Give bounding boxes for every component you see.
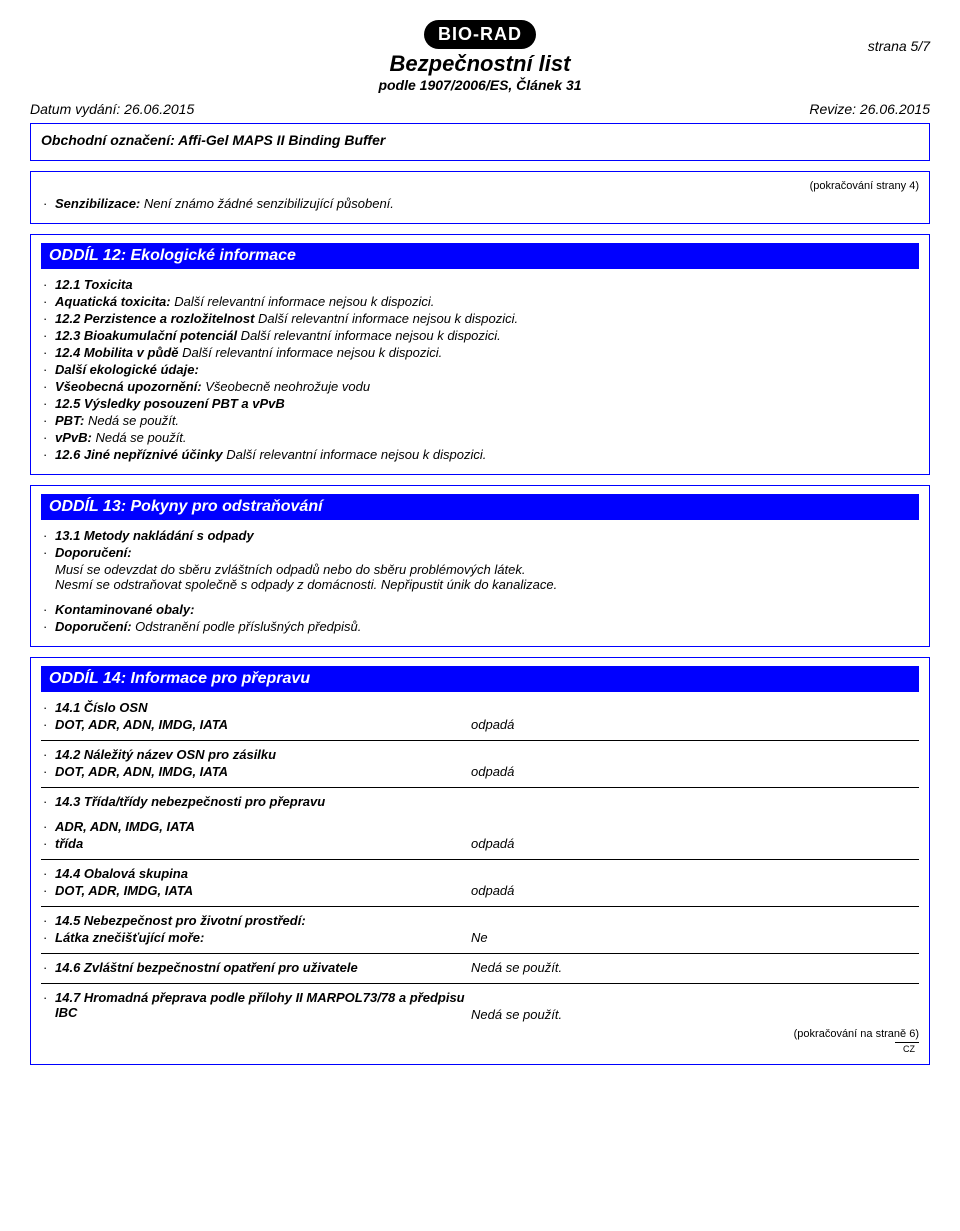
sec12-bioaccum-value: Další relevantní informace nejsou k disp… [237,328,501,343]
sec12-pbt-label: PBT: [55,413,84,428]
sensitization-label: Senzibilizace: [55,196,140,211]
sec14-special-precautions-label: 14.6 Zvláštní bezpečnostní opatření pro … [55,960,358,975]
sec12-mobility-value: Další relevantní informace nejsou k disp… [179,345,443,360]
product-label: Obchodní označení: [41,132,178,148]
sec14-hazard-modes-label: ADR, ADN, IMDG, IATA [55,819,195,834]
sensitization-value: Není známo žádné senzibilizující působen… [140,196,394,211]
sec13-recommend-line1: Musí se odevzdat do sběru zvláštních odp… [41,562,919,577]
sec14-bulk-transport-label: 14.7 Hromadná přeprava podle přílohy II … [55,990,465,1020]
sec14-un-number-label: 14.1 Číslo OSN [55,700,147,715]
sec12-aquatic-value: Další relevantní informace nejsou k disp… [171,294,435,309]
sec12-bioaccum-label: 12.3 Bioakumulační potenciál [55,328,237,343]
product-box: Obchodní označení: Affi-Gel MAPS II Bind… [30,123,930,161]
continuation-to: (pokračování na straně 6) [41,1028,919,1040]
language-code: CZ [895,1042,919,1054]
sec12-vpvb-label: vPvB: [55,430,92,445]
sec12-other-adverse-value: Další relevantní informace nejsou k disp… [223,447,487,462]
sec12-toxicity-label: 12.1 Toxicita [55,277,133,292]
section-12-box: ODDÍL 12: Ekologické informace 12.1 Toxi… [30,234,930,475]
sec14-class-value: odpadá [471,836,514,853]
divider [41,906,919,907]
revision-label: Revize: [809,101,860,117]
sec12-other-adverse-label: 12.6 Jiné nepříznivé účinky [55,447,223,462]
divider [41,859,919,860]
brand-logo: BIO-RAD [424,20,536,49]
sec14-marine-pollutant-value: Ne [471,930,488,947]
date-row: Datum vydání: 26.06.2015 Revize: 26.06.2… [30,101,930,117]
document-title: Bezpečnostní list [30,51,930,77]
sec14-packing-modes-value: odpadá [471,883,514,900]
sec12-general-value: Všeobecně neohrožuje vodu [202,379,370,394]
sec13-recommend-line2: Nesmí se odstraňovat společně s odpady z… [41,577,919,592]
section-14-header: ODDÍL 14: Informace pro přepravu [41,666,919,692]
divider [41,983,919,984]
page-header: BIO-RAD Bezpečnostní list podle 1907/200… [30,20,930,93]
revision-date: 26.06.2015 [860,101,930,117]
section-14-box: ODDÍL 14: Informace pro přepravu 14.1 Čí… [30,657,930,1065]
sec14-shipping-modes-label: DOT, ADR, ADN, IMDG, IATA [55,764,228,779]
issue-date: 26.06.2015 [124,101,194,117]
divider [41,953,919,954]
document-subtitle: podle 1907/2006/ES, Článek 31 [30,77,930,93]
sec14-un-modes-label: DOT, ADR, ADN, IMDG, IATA [55,717,228,732]
sec13-methods-label: 13.1 Metody nakládání s odpady [55,528,254,543]
page-number: strana 5/7 [868,38,930,54]
sensitization-box: (pokračování strany 4) Senzibilizace: Ne… [30,171,930,224]
sec13-recommend2-label: Doporučení: [55,619,132,634]
issue-date-label: Datum vydání: [30,101,124,117]
sec14-un-modes-value: odpadá [471,717,514,734]
sec14-marine-pollutant-label: Látka znečišťující moře: [55,930,204,945]
sec12-pbtvpvb-label: 12.5 Výsledky posouzení PBT a vPvB [55,396,285,411]
sec12-persistence-value: Další relevantní informace nejsou k disp… [254,311,518,326]
section-13-header: ODDÍL 13: Pokyny pro odstraňování [41,494,919,520]
sec14-env-hazard-label: 14.5 Nebezpečnost pro životní prostředí: [55,913,306,928]
sec12-mobility-label: 12.4 Mobilita v půdě [55,345,179,360]
sec14-packing-group-label: 14.4 Obalová skupina [55,866,188,881]
sec12-vpvb-value: Nedá se použít. [92,430,187,445]
sec12-other-eco-label: Další ekologické údaje: [55,362,199,377]
continuation-from: (pokračování strany 4) [41,180,919,192]
divider [41,787,919,788]
sec14-bulk-transport-value: Nedá se použít. [471,1007,562,1022]
sec12-pbt-value: Nedá se použít. [84,413,179,428]
sec14-hazard-class-label: 14.3 Třída/třídy nebezpečnosti pro přepr… [55,794,325,809]
section-12-header: ODDÍL 12: Ekologické informace [41,243,919,269]
sec13-recommend-label: Doporučení: [55,545,132,560]
sec14-special-precautions-value: Nedá se použít. [471,960,562,977]
sec13-recommend2-value: Odstranění podle příslušných předpisů. [132,619,362,634]
section-13-box: ODDÍL 13: Pokyny pro odstraňování 13.1 M… [30,485,930,647]
sec13-contaminated-label: Kontaminované obaly: [55,602,194,617]
sec14-shipping-name-label: 14.2 Náležitý název OSN pro zásilku [55,747,276,762]
sec12-persistence-label: 12.2 Perzistence a rozložitelnost [55,311,254,326]
sec14-packing-modes-label: DOT, ADR, IMDG, IATA [55,883,193,898]
product-name-text: Affi-Gel MAPS II Binding Buffer [178,132,385,148]
sec12-aquatic-label: Aquatická toxicita: [55,294,171,309]
sec14-class-label: třída [55,836,83,851]
divider [41,740,919,741]
sec14-shipping-modes-value: odpadá [471,764,514,781]
sec12-general-label: Všeobecná upozornění: [55,379,202,394]
